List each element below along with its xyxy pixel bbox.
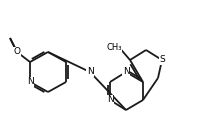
Text: H: H — [87, 67, 93, 76]
Text: N: N — [27, 77, 33, 86]
Text: N: N — [123, 67, 129, 76]
Text: CH₃: CH₃ — [106, 44, 122, 53]
Text: N: N — [107, 96, 113, 105]
Text: O: O — [14, 47, 20, 57]
Text: S: S — [159, 56, 165, 64]
Text: N: N — [87, 67, 93, 76]
